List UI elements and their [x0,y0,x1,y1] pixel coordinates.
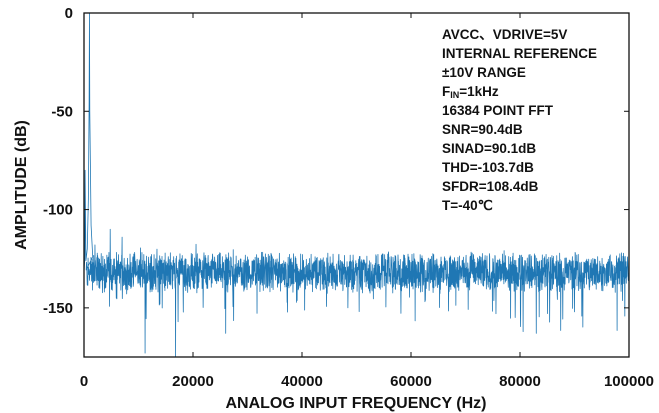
plot-frame [83,12,630,358]
x-axis: 0 20000 40000 60000 80000 100000 [80,13,654,390]
annotation-fin-tail: =1kHz [459,84,499,99]
annotation-line-8: THD=-103.7dB [442,160,534,175]
annotation-block: AVCC、VDRIVE=5V INTERNAL REFERENCE ±10V R… [442,27,597,213]
y-tick-label: 0 [65,5,73,22]
fft-spectrum-series [83,12,630,358]
annotation-line-6: SNR=90.4dB [442,122,523,137]
y-axis: 0 -50 -100 -150 [43,5,629,317]
annotation-line-9: SFDR=108.4dB [442,179,539,194]
annotation-line-5: 16384 POINT FFT [442,103,554,118]
annotation-line-10: T=-40℃ [442,198,494,213]
annotation-fin-sub: IN [450,90,459,100]
x-tick-label: 20000 [172,373,214,390]
annotation-fin-main: F [442,84,450,99]
y-tick-label: -100 [43,202,73,219]
x-tick-label: 60000 [390,373,432,390]
annotation-line-2: INTERNAL REFERENCE [442,46,597,61]
x-tick-label: 40000 [281,373,323,390]
y-tick-label: -150 [43,300,73,317]
x-tick-label: 0 [80,373,88,390]
annotation-line-3: ±10V RANGE [442,65,526,80]
plot-area [84,13,629,357]
annotation-line-4: FIN=1kHz [442,84,499,100]
x-axis-title: ANALOG INPUT FREQUENCY (Hz) [225,395,486,412]
y-axis-title: AMPLITUDE (dB) [13,120,30,250]
x-tick-label: 80000 [499,373,541,390]
x-tick-label: 100000 [604,373,654,390]
y-tick-label: -50 [51,103,73,120]
spectrum-line [83,12,630,358]
annotation-line-7: SINAD=90.1dB [442,141,536,156]
annotation-line-1: AVCC、VDRIVE=5V [442,27,567,42]
